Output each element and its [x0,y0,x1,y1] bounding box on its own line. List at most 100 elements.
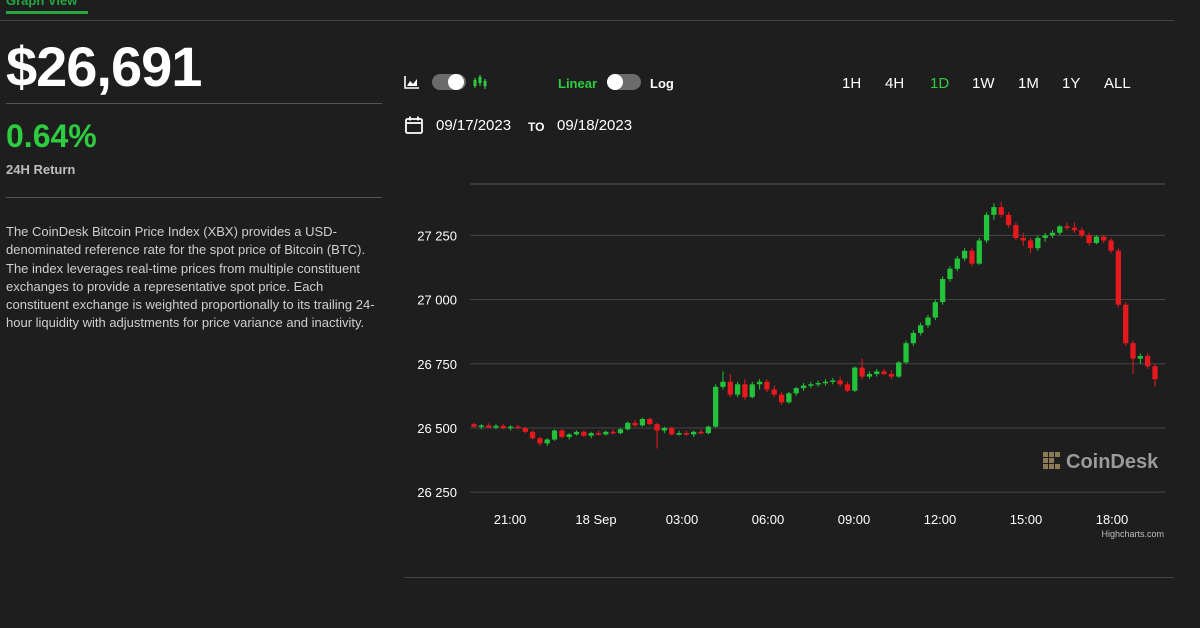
candle[interactable] [1049,230,1056,238]
candle[interactable] [881,368,887,376]
candle[interactable] [961,248,968,262]
candle[interactable] [1115,248,1122,308]
candle[interactable] [1079,227,1085,238]
range-all-button[interactable]: ALL [1104,75,1131,92]
candle[interactable] [1130,340,1136,375]
candle[interactable] [932,299,938,321]
candle[interactable] [573,430,580,436]
candle[interactable] [734,381,741,398]
candle[interactable] [1093,235,1100,245]
candle[interactable] [837,376,843,387]
candle[interactable] [647,417,653,426]
calendar-icon[interactable] [404,115,424,135]
range-1h-button[interactable]: 1H [842,75,862,92]
candle[interactable] [1057,225,1063,236]
candle[interactable] [698,429,704,435]
candle[interactable] [522,426,528,434]
candle[interactable] [632,420,638,427]
candle[interactable] [998,201,1004,218]
range-1w-button[interactable]: 1W [972,75,995,92]
candle[interactable] [1071,222,1078,233]
candle[interactable] [1020,232,1026,246]
scale-log-label[interactable]: Log [650,76,674,91]
candle[interactable] [925,314,931,328]
date-from-field[interactable]: 09/17/2023 [436,117,512,134]
range-1d-button[interactable]: 1D [930,75,950,92]
candle[interactable] [1086,232,1092,246]
candle[interactable] [1123,302,1129,346]
candle[interactable] [515,424,521,430]
candle[interactable] [815,380,821,387]
candle[interactable] [844,381,851,393]
candle[interactable] [529,430,536,440]
candle[interactable] [676,430,682,436]
candle[interactable] [786,392,792,404]
candle[interactable] [581,430,587,437]
range-4h-button[interactable]: 4H [885,75,905,92]
candle[interactable] [1042,232,1048,242]
candlestick-chart-icon[interactable] [472,74,488,90]
candle[interactable] [617,427,624,435]
candle[interactable] [1064,222,1070,231]
candle[interactable] [969,248,975,267]
range-1y-button[interactable]: 1Y [1062,75,1081,92]
range-1m-button[interactable]: 1M [1018,75,1039,92]
scale-toggle[interactable] [607,74,641,90]
candle[interactable] [852,366,858,393]
candle[interactable] [866,371,873,380]
candle[interactable] [691,430,697,437]
candle[interactable] [947,266,953,282]
candle[interactable] [771,385,777,398]
candle[interactable] [588,431,594,439]
candle[interactable] [940,276,946,305]
candle[interactable] [756,379,763,390]
date-to-field[interactable]: 09/18/2023 [557,117,633,134]
candle[interactable] [551,429,558,441]
candle[interactable] [595,430,602,436]
candle[interactable] [507,425,514,431]
candle[interactable] [661,426,668,434]
candle[interactable] [778,392,785,405]
candle[interactable] [705,425,711,435]
candle[interactable] [654,422,660,449]
candle[interactable] [566,433,572,440]
candle[interactable] [720,371,726,390]
candle[interactable] [888,370,895,380]
candle[interactable] [1027,237,1034,254]
candle[interactable] [830,377,836,385]
candle[interactable] [808,381,814,389]
candle[interactable] [1035,235,1041,251]
candle[interactable] [537,436,543,446]
candle[interactable] [478,424,484,430]
candle[interactable] [918,322,924,336]
candle[interactable] [625,421,631,431]
candle[interactable] [910,330,916,346]
candle[interactable] [976,237,982,265]
candle[interactable] [991,203,997,220]
candle[interactable] [749,381,755,399]
candle[interactable] [471,422,477,428]
candle[interactable] [983,212,990,244]
candle[interactable] [1152,363,1158,387]
candle[interactable] [954,255,960,272]
candle[interactable] [683,430,689,436]
area-chart-icon[interactable] [404,74,420,90]
candle[interactable] [793,386,799,396]
candle[interactable] [874,368,880,377]
candle[interactable] [727,374,733,398]
candle[interactable] [859,358,865,380]
candle[interactable] [800,383,807,391]
candle[interactable] [1005,212,1012,228]
scale-linear-label[interactable]: Linear [558,76,598,91]
candle[interactable] [713,384,719,428]
candle[interactable] [486,423,492,428]
candle[interactable] [903,340,909,364]
candle[interactable] [896,361,902,378]
candle[interactable] [639,417,646,427]
candle[interactable] [559,429,565,439]
tab-graph-view[interactable]: Graph View [6,0,78,8]
candle[interactable] [493,424,499,430]
candle[interactable] [822,379,829,386]
chart-type-toggle[interactable] [432,74,466,90]
